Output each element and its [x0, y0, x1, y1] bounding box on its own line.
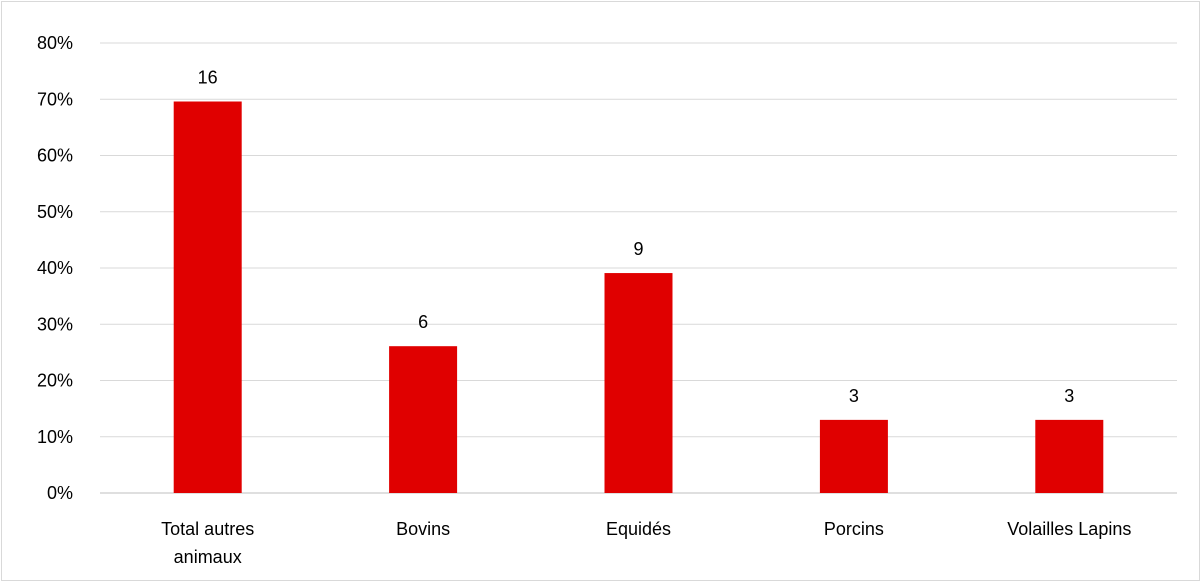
bar	[173, 101, 242, 493]
y-tick-label: 60%	[37, 146, 73, 166]
x-axis-categories: Total autres animaux Bovins Equidés Porcins V…	[161, 519, 1131, 567]
data-labels: 16 6 9 3 3	[198, 68, 1075, 406]
y-tick-label: 70%	[37, 89, 73, 109]
category-label: Volailles Lapins	[1007, 519, 1131, 539]
y-tick-label: 30%	[37, 314, 73, 334]
bar	[389, 346, 458, 493]
category-label: animaux	[174, 547, 242, 567]
data-label: 6	[418, 312, 428, 332]
y-axis-ticks: 0% 10% 20% 30% 40% 50% 60% 70% 80%	[37, 33, 73, 503]
y-tick-label: 40%	[37, 258, 73, 278]
gridlines	[100, 42, 1177, 494]
bar	[1035, 419, 1104, 493]
data-label: 16	[198, 68, 218, 88]
category-label: Total autres	[161, 519, 254, 539]
y-tick-label: 10%	[37, 427, 73, 447]
data-label: 9	[633, 239, 643, 259]
bar	[819, 419, 888, 493]
bars	[173, 101, 1104, 493]
category-label: Bovins	[396, 519, 450, 539]
data-label: 3	[1064, 386, 1074, 406]
y-tick-label: 80%	[37, 33, 73, 53]
y-tick-label: 0%	[47, 483, 73, 503]
data-label: 3	[849, 386, 859, 406]
bar	[604, 273, 673, 493]
y-tick-label: 50%	[37, 202, 73, 222]
category-label: Equidés	[606, 519, 671, 539]
category-label: Porcins	[824, 519, 884, 539]
y-tick-label: 20%	[37, 371, 73, 391]
